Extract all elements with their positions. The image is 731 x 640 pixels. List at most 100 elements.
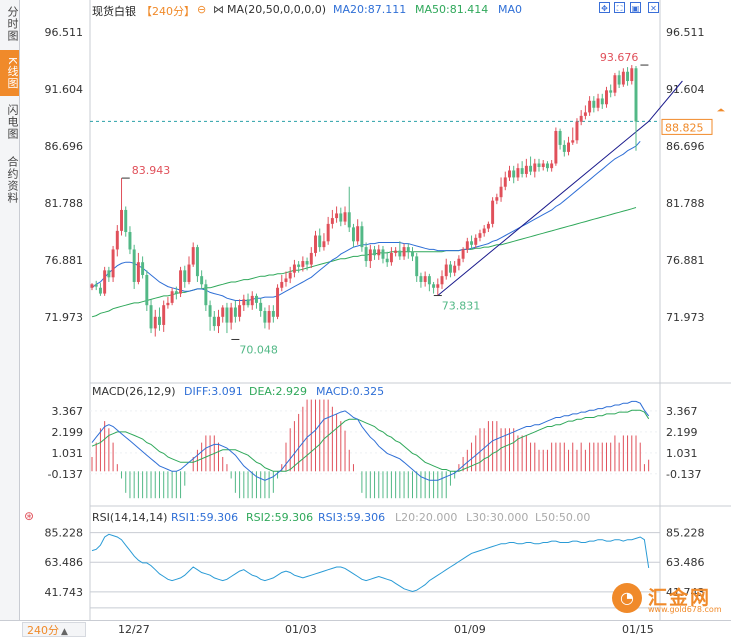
period-select[interactable]: 240分 ▲ [22,622,86,637]
ma20-line [91,140,641,301]
candle-body [124,209,128,233]
annotation-label: 70.048 [239,343,278,356]
rsi-l30: L30:30.000 [466,511,529,524]
candle-body [183,270,187,282]
candle-body [605,90,608,105]
candle-body [478,233,482,238]
candle-body [318,235,322,248]
candle-body [423,276,427,282]
candle-body [558,130,562,145]
candle-body [377,249,381,256]
candle-body [613,75,617,93]
candle-body [360,226,364,248]
tab-kline[interactable]: K线图 [0,50,19,96]
candle-body [448,264,452,273]
rsi-tick-right: 63.486 [666,556,705,569]
candle-body [583,112,587,116]
candle-body [389,252,393,263]
candle-body [630,68,634,82]
candle-body [343,212,347,222]
caret-up-icon: ▲ [61,627,68,637]
candle-body [120,209,123,231]
expand-icon[interactable]: ⛶ [614,2,625,13]
candle-body [314,235,317,253]
watermark-sub: www.gold678.com [648,605,722,614]
candle-body [503,177,507,187]
price-tick-right: 76.881 [666,254,705,267]
ma-params: MA(20,50,0,0,0,0) [227,3,327,16]
candle-body [111,249,115,278]
left-tab-bar: 分时图 K线图 闪电图 合约资料 [0,0,20,638]
macd-tick-right: 2.199 [666,426,698,439]
candle-body [621,71,625,85]
candle-body [461,249,465,259]
candle-body [364,247,368,262]
candle-body [145,274,149,306]
candle-body [575,121,579,141]
zoom-out-icon[interactable]: ▣ [630,2,641,13]
candle-body [103,270,107,294]
candle-body [250,295,254,306]
candle-body [98,287,102,294]
candle-body [411,251,414,257]
candle-body [330,218,334,224]
period-label: 【240分】 [141,5,195,18]
candle-body [136,262,140,282]
ma50-line [91,207,637,318]
rsi-settings-icon[interactable]: ⊛ [24,509,35,523]
rsi-tick-left: 63.486 [45,556,84,569]
candle-body [94,284,98,287]
price-tick-left: 81.788 [45,197,84,210]
rsi-l50: L50:50.00 [535,511,591,524]
candle-body [107,270,111,278]
candle-body [457,258,461,266]
candle-body [229,307,233,323]
instrument-name: 现货白银 [92,5,136,18]
candle-body [486,223,490,229]
watermark-text: 汇金网 [648,587,712,609]
candle-body [271,310,275,317]
macd-diff-line [91,400,650,481]
candle-body [208,305,212,317]
candle-body [600,98,604,105]
candle-body [482,228,486,234]
candle-body [115,230,119,250]
candle-body [436,284,440,288]
tab-contract-info[interactable]: 合约资料 [6,156,19,204]
ma0-value: MA0 [498,3,523,16]
candle-body [267,310,271,323]
candle-body [520,168,524,174]
rsi-tick-right: 85.228 [666,527,705,540]
price-tick-right: 86.696 [666,140,705,153]
candle-body [322,241,326,248]
current-price-label: 88.825 [665,121,704,134]
candle-body [470,241,474,245]
candle-body [402,247,406,257]
date-label: 01/15 [622,623,654,636]
price-tick-right: 91.604 [666,83,705,96]
candle-body [191,247,195,265]
close-icon[interactable]: ✕ [648,2,659,13]
price-tick-right: 71.973 [666,311,705,324]
macd-diff: DIFF:3.091 [184,385,243,398]
candle-body [276,287,280,317]
candle-body [128,232,132,250]
candle-body [415,256,419,277]
settings-icon[interactable]: ⊖ [197,3,207,16]
macd-tick-right: 3.367 [666,405,698,418]
candle-body [465,241,469,250]
rsi-tick-right: 41.743 [666,586,705,599]
candle-body [166,302,170,306]
candle-body [141,262,145,275]
move-icon[interactable]: ✥ [599,2,610,13]
tab-flash[interactable]: 闪电图 [6,104,19,140]
tab-timeshare[interactable]: 分时图 [6,6,19,42]
candle-body [246,299,250,306]
candle-body [567,142,571,152]
price-tick-left: 96.511 [45,26,84,39]
candle-body [444,264,448,277]
price-tick-left: 86.696 [45,140,84,153]
annotation-label: 93.676 [600,51,639,64]
rsi-tick-left: 41.743 [45,586,84,599]
